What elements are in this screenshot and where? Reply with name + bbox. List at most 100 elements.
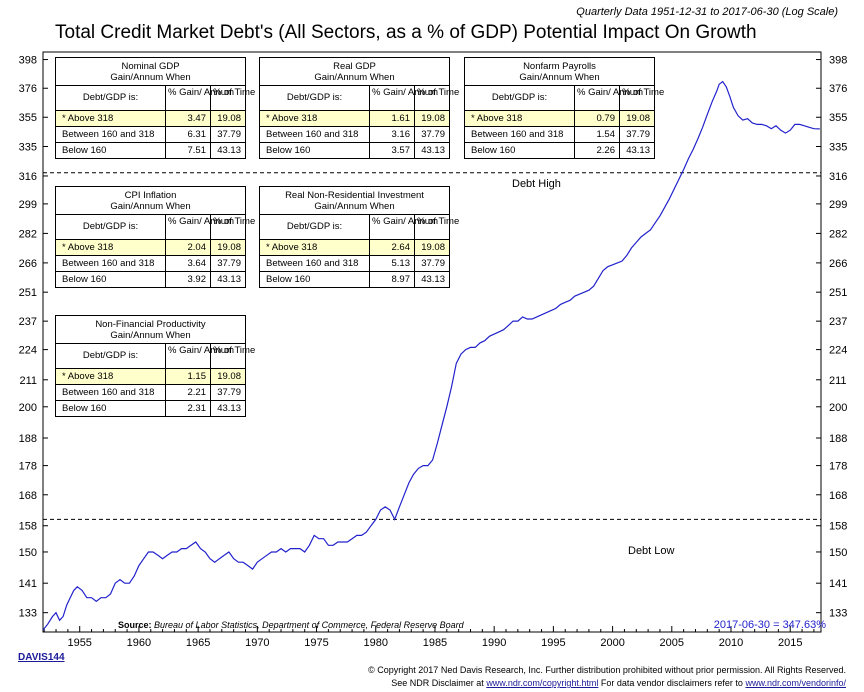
col-debt-gdp: Debt/GDP is:: [491, 92, 548, 103]
row-label: * Above 318: [62, 371, 114, 382]
y-tick-label-left: 200: [19, 402, 37, 414]
chart-subtitle: Quarterly Data 1951-12-31 to 2017-06-30 …: [576, 6, 838, 18]
y-tick-label-left: 188: [19, 433, 37, 445]
y-tick-label-left: 141: [19, 578, 37, 590]
last-value-label: 2017-06-30 = 347.63%: [713, 619, 826, 631]
x-tick-label: 1970: [245, 637, 269, 649]
row-gain: 2.21: [165, 385, 210, 400]
table-column-header: Debt/GDP is: % Gain/ Annum % of Time: [260, 86, 459, 111]
table-row: Below 160 8.97 43.13: [260, 272, 449, 287]
col-time: % of Time: [210, 344, 255, 368]
debt-low-label: Debt Low: [628, 545, 675, 557]
row-time: 19.08: [210, 369, 245, 384]
y-tick-label-right: 266: [829, 258, 847, 270]
row-gain: 8.97: [369, 272, 414, 287]
table-row: Between 160 and 318 6.31 37.79: [56, 127, 245, 143]
chart-title: Total Credit Market Debt's (All Sectors,…: [55, 22, 757, 43]
copyright-line: © Copyright 2017 Ned Davis Research, Inc…: [368, 665, 846, 675]
col-gain: % Gain/ Annum: [369, 215, 438, 239]
row-label: Between 160 and 318: [266, 258, 359, 269]
debt-high-label: Debt High: [512, 178, 561, 190]
row-time: 37.79: [210, 385, 245, 400]
row-gain: 3.47: [165, 111, 210, 126]
y-tick-label-left: 282: [19, 228, 37, 240]
col-time: % of Time: [414, 86, 459, 110]
table-real-nonres-investment: Real Non-Residential Investment Gain/Ann…: [259, 186, 459, 288]
col-debt-gdp: Debt/GDP is:: [82, 221, 139, 232]
axis-layer: 133 133 141 141 150 150 158 158 168 168 178 178 188 1…: [19, 55, 848, 649]
table-title: Nominal GDP: [121, 61, 180, 72]
row-time: 37.79: [210, 256, 245, 271]
table-row: Between 160 and 318 3.16 37.79: [260, 127, 449, 143]
copyright-link[interactable]: www.ndr.com/copyright.html: [486, 678, 599, 688]
col-time: % of Time: [210, 86, 255, 110]
row-gain: 3.64: [165, 256, 210, 271]
row-time: 37.79: [414, 127, 449, 142]
col-time: % of Time: [210, 215, 255, 239]
row-label: Between 160 and 318: [62, 258, 155, 269]
row-gain: 3.16: [369, 127, 414, 142]
col-gain: % Gain/ Annum: [165, 215, 234, 239]
y-tick-label-right: 133: [829, 608, 847, 620]
x-tick-label: 1960: [127, 637, 151, 649]
table-row: * Above 318 1.61 19.08: [260, 111, 449, 127]
table-header: Nonfarm Payrolls Gain/Annum When: [465, 58, 654, 86]
row-gain: 1.15: [165, 369, 210, 384]
table-header: Real Non-Residential Investment Gain/Ann…: [260, 187, 449, 215]
row-gain: 7.51: [165, 143, 210, 158]
table-nonfin-productivity: Non-Financial Productivity Gain/Annum Wh…: [55, 315, 255, 417]
x-tick-label: 2015: [778, 637, 802, 649]
col-debt-gdp: Debt/GDP is:: [82, 350, 139, 361]
table-title: Non-Financial Productivity: [95, 319, 206, 330]
table-column-header: Debt/GDP is: % Gain/ Annum % of Time: [465, 86, 664, 111]
x-tick-label: 2000: [600, 637, 624, 649]
y-tick-label-left: 335: [19, 142, 37, 154]
x-tick-label: 1955: [67, 637, 91, 649]
col-gain: % Gain/ Annum: [165, 344, 234, 368]
row-label: * Above 318: [62, 113, 114, 124]
row-label: Below 160: [266, 274, 311, 285]
y-tick-label-right: 224: [829, 345, 847, 357]
table-header: Nominal GDP Gain/Annum When: [56, 58, 245, 86]
row-time: 43.13: [414, 272, 449, 287]
table-column-header: Debt/GDP is: % Gain/ Annum % of Time: [56, 344, 255, 369]
row-time: 19.08: [619, 111, 654, 126]
row-time: 37.79: [414, 256, 449, 271]
table-cpi-inflation: CPI Inflation Gain/Annum When Debt/GDP i…: [55, 186, 255, 288]
y-tick-label-left: 316: [19, 171, 37, 183]
y-tick-label-left: 158: [19, 521, 37, 533]
source-note: Source: Bureau of Labor Statistics, Depa…: [118, 620, 464, 630]
table-subtitle: Gain/Annum When: [314, 201, 395, 212]
davis-code-link[interactable]: DAVIS144: [18, 652, 65, 663]
table-title: CPI Inflation: [124, 190, 177, 201]
y-tick-label-right: 188: [829, 433, 847, 445]
row-time: 19.08: [414, 240, 449, 255]
row-label: Between 160 and 318: [62, 387, 155, 398]
table-subtitle: Gain/Annum When: [110, 201, 191, 212]
y-tick-label-right: 200: [829, 402, 847, 414]
y-tick-label-right: 168: [829, 490, 847, 502]
row-label: Below 160: [266, 145, 311, 156]
row-time: 43.13: [210, 143, 245, 158]
row-gain: 1.61: [369, 111, 414, 126]
vendor-disclaimer-text: For data vendor disclaimers refer to: [600, 678, 743, 688]
y-tick-label-right: 316: [829, 171, 847, 183]
x-tick-label: 1985: [423, 637, 447, 649]
plot-frame: [42, 51, 822, 633]
row-time: 19.08: [210, 240, 245, 255]
row-time: 19.08: [210, 111, 245, 126]
vendor-info-link[interactable]: www.ndr.com/vendorinfo/: [745, 678, 846, 688]
row-gain: 5.13: [369, 256, 414, 271]
table-real-gdp: Real GDP Gain/Annum When Debt/GDP is: % …: [259, 57, 459, 159]
table-row: Below 160 3.57 43.13: [260, 143, 449, 158]
y-tick-label-left: 376: [19, 83, 37, 95]
table-row: * Above 318 0.79 19.08: [465, 111, 654, 127]
table-row: * Above 318 1.15 19.08: [56, 369, 245, 385]
source-text: Bureau of Labor Statistics, Department o…: [154, 620, 464, 630]
x-tick-label: 1980: [364, 637, 388, 649]
table-row: Below 160 7.51 43.13: [56, 143, 245, 158]
row-gain: 0.79: [574, 111, 619, 126]
table-title: Nonfarm Payrolls: [523, 61, 596, 72]
table-title: Real GDP: [333, 61, 376, 72]
row-label: * Above 318: [266, 242, 318, 253]
